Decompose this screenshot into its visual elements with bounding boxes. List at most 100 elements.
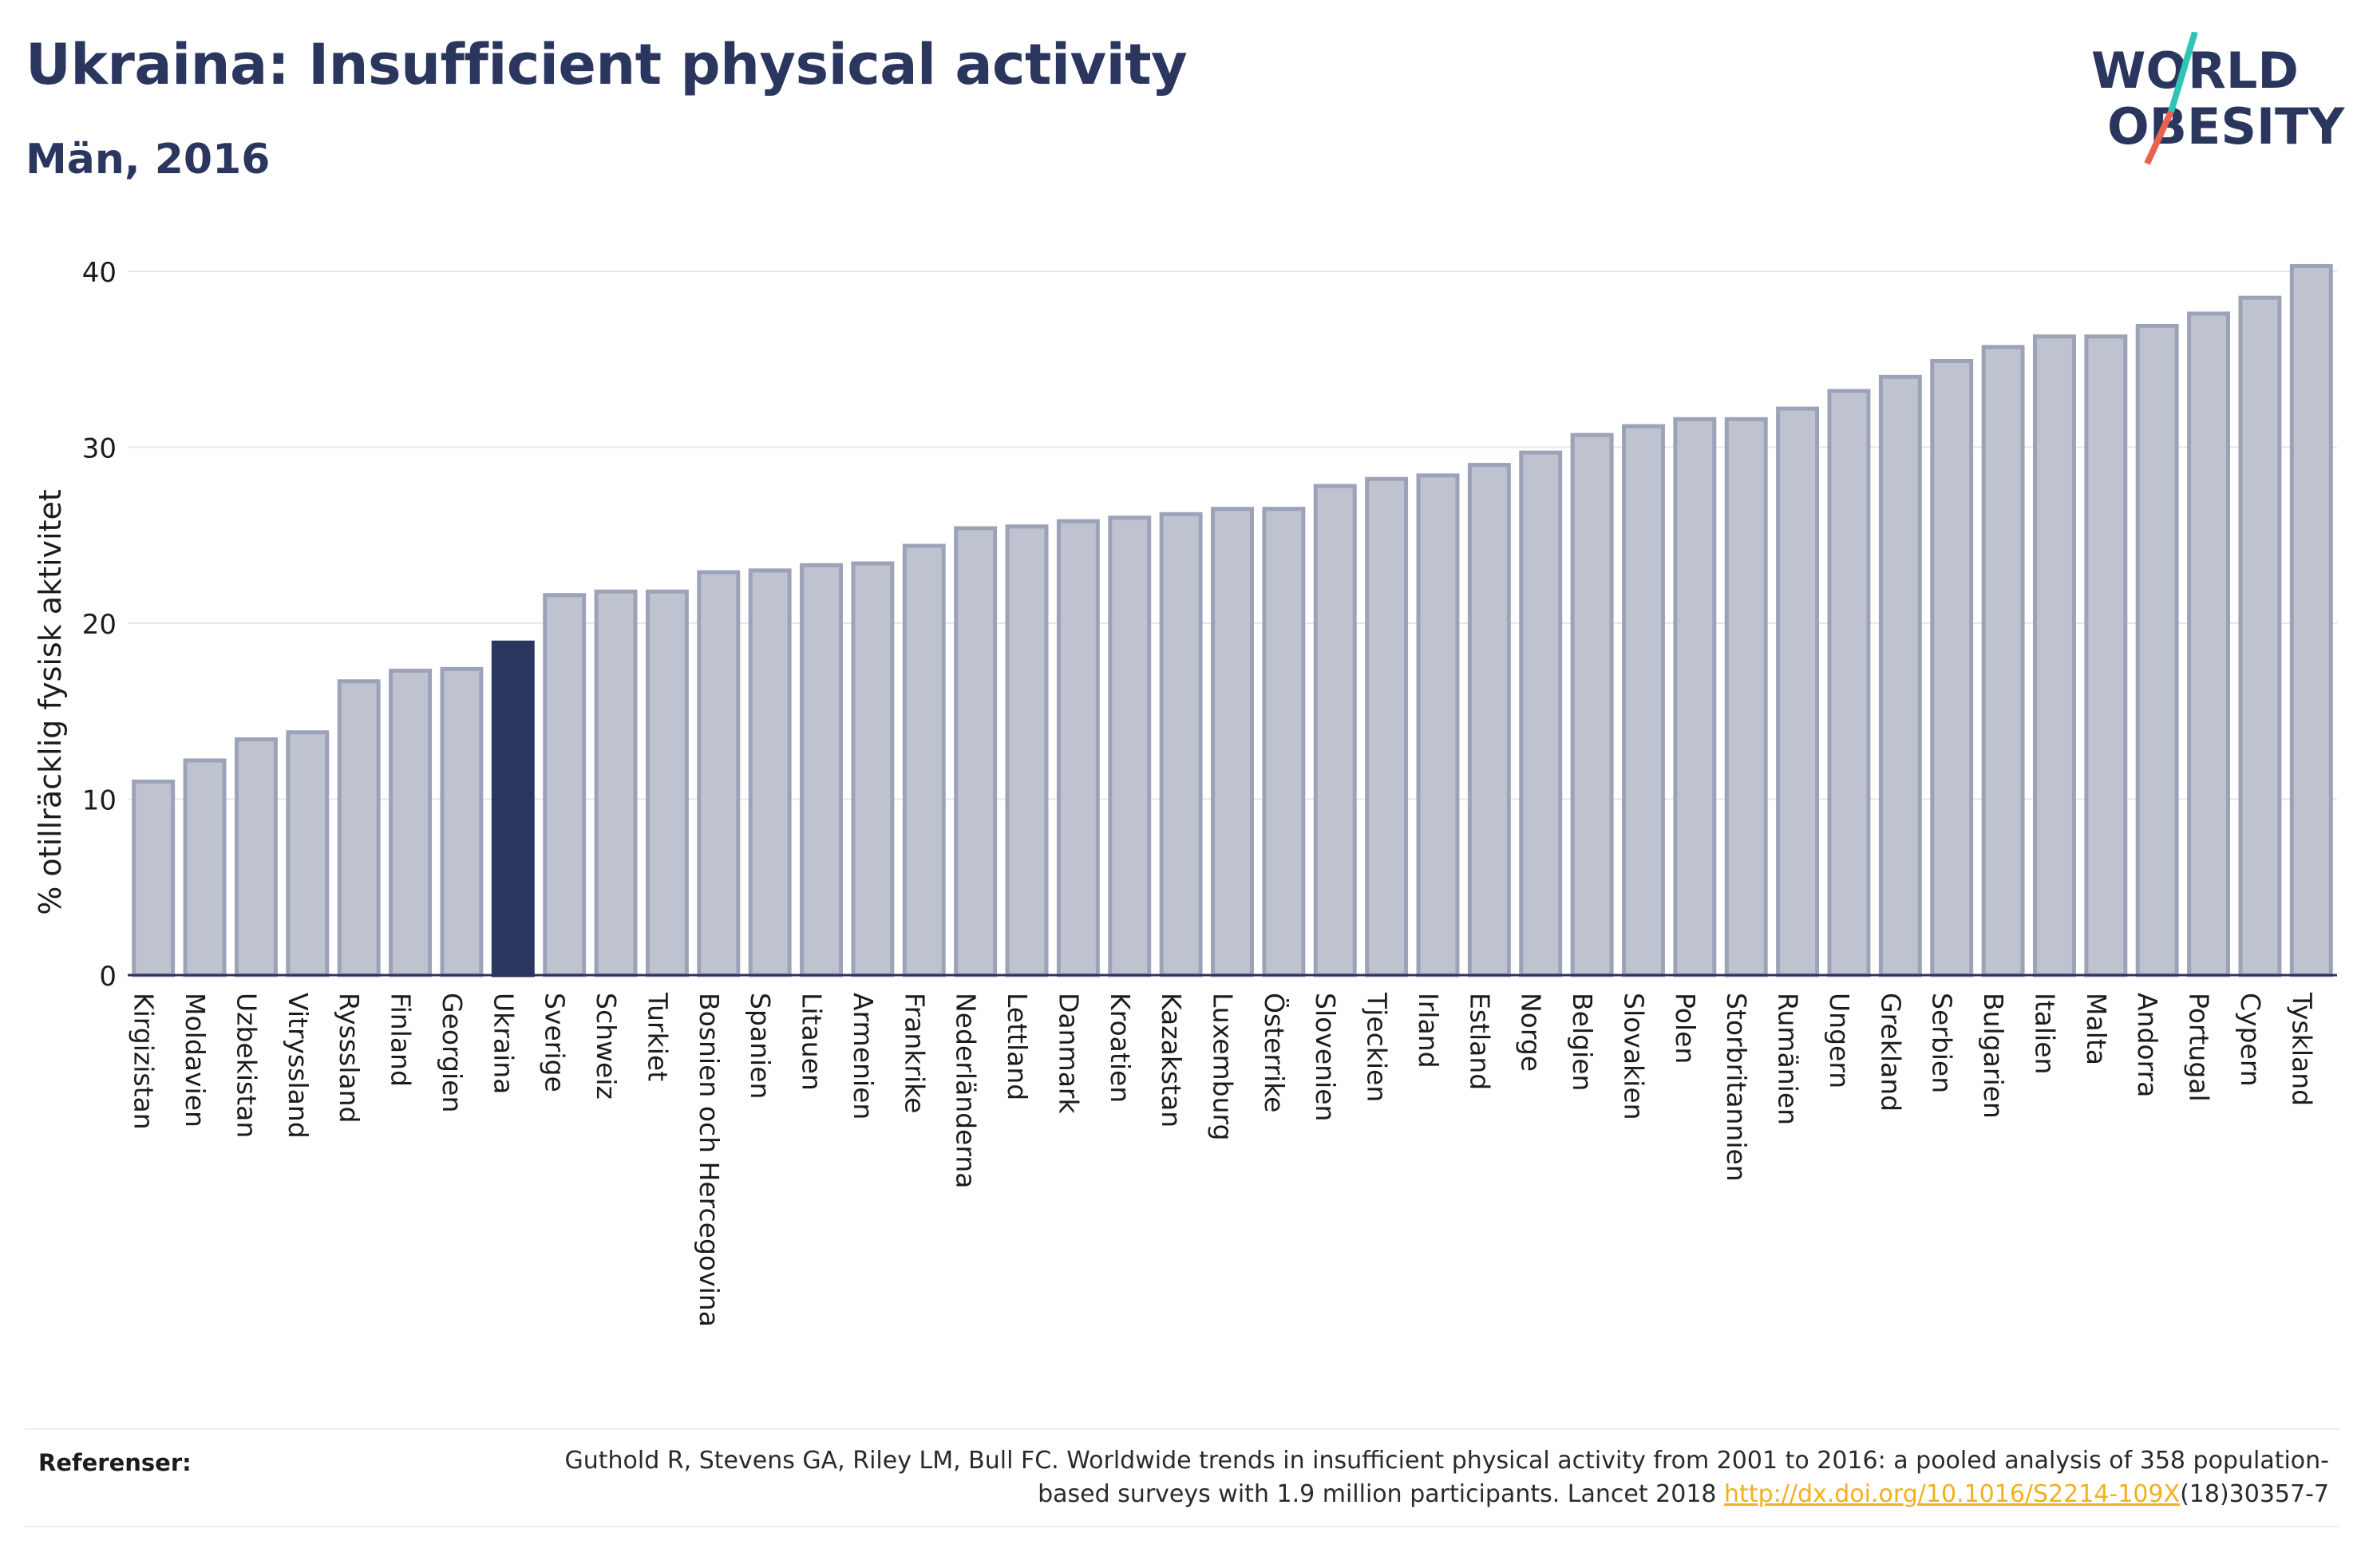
logo-word-obesity: OBESITY (2107, 97, 2345, 156)
bar-finland (389, 669, 433, 978)
bar-luxemburg (1211, 507, 1254, 978)
logo-word-world: WORLD (2091, 41, 2299, 100)
bar-georgien (440, 666, 484, 978)
x-tick-label: Rumänien (1773, 993, 1804, 1125)
x-tick-label: Malta (2081, 993, 2112, 1065)
x-tick-label: Tjeckien (1362, 992, 1393, 1102)
logo-slash-upper (2168, 32, 2198, 113)
bar-vitryssland (286, 730, 330, 978)
x-tick-label: Uzbekistan (231, 993, 262, 1138)
x-tick-label: Serbien (1927, 993, 1958, 1093)
bar-bulgarien (1981, 345, 2025, 978)
y-tick-label: 30 (82, 433, 117, 465)
x-tick-label: Armenien (848, 993, 879, 1120)
bar-storbritannien (1724, 417, 1768, 978)
bar-danmark (1056, 519, 1100, 978)
bar-polen (1673, 417, 1717, 978)
bar-chart: 0 10 20 30 40 Kirgizistan Moldavien Uzbekistan V… (33, 257, 2337, 1327)
x-tick-label: Moldavien (180, 993, 211, 1128)
footer-divider-top (26, 1428, 2340, 1430)
bar-rysssland (337, 679, 381, 978)
bar-norge (1519, 450, 1563, 978)
bar-sverige (543, 593, 587, 978)
x-tick-label: Cypern (2235, 993, 2266, 1087)
y-tick-label: 20 (82, 609, 117, 641)
bar-lettland (1005, 524, 1049, 978)
x-tick-label: Grekland (1875, 993, 1906, 1112)
x-tick-label: Turkiet (642, 992, 673, 1081)
x-tick-label: Finland (386, 993, 417, 1087)
bar-malta (2084, 334, 2128, 978)
bar-spanien (748, 568, 792, 978)
x-tick-label: Frankrike (899, 993, 930, 1113)
x-tick-label: Kazakstan (1156, 993, 1187, 1128)
x-tick-label: Österrike (1259, 993, 1291, 1112)
reference-doi-link[interactable]: http://dx.doi.org/10.1016/S2214-109X (1724, 1480, 2181, 1508)
bar-uzbekistan (234, 737, 278, 978)
bar-layer (132, 263, 2333, 978)
bar-cypern (2238, 295, 2282, 978)
x-tick-label: Slovakien (1618, 993, 1649, 1120)
x-tick-label: Kroatien (1105, 993, 1136, 1103)
x-tick-label: Ungern (1824, 993, 1855, 1088)
x-tick-label: Nederländerna (951, 993, 982, 1189)
axis-layer: 0 10 20 30 40 Kirgizistan Moldavien Uzbekistan V… (82, 257, 2337, 1327)
x-tick-label: Rysssland (334, 993, 365, 1124)
x-tick-label: Norge (1516, 993, 1547, 1072)
bar-portugal (2187, 311, 2231, 978)
x-tick-label: Tyskland (2286, 992, 2317, 1106)
references-text: Guthold R, Stevens GA, Riley LM, Bull FC… (493, 1444, 2329, 1511)
bar-bosnien-och-hercegovina (697, 570, 741, 978)
bar-kroatien (1108, 515, 1152, 978)
bar-slovenien (1313, 484, 1357, 978)
x-tick-label: Georgien (437, 993, 468, 1112)
x-tick-label: Storbritannien (1721, 993, 1752, 1182)
bar-nederländerna (954, 526, 998, 978)
x-tick-label: Spanien (745, 993, 776, 1099)
x-tick-label: Ukraina (488, 993, 519, 1094)
x-tick-label: Lettland (1002, 993, 1033, 1100)
bar-armenien (851, 561, 895, 978)
bar-kirgizistan (132, 779, 176, 978)
bar-frankrike (902, 543, 946, 978)
bar-serbien (1930, 358, 1974, 978)
bar-kazakstan (1159, 511, 1203, 978)
reference-citation: Guthold R, Stevens GA, Riley LM, Bull FC… (564, 1447, 2329, 1508)
footer-divider-bottom (26, 1526, 2340, 1527)
bar-schweiz (594, 589, 638, 978)
x-tick-label: Vitryssland (283, 993, 314, 1139)
x-tick-label: Portugal (2184, 993, 2215, 1102)
x-tick-label: Polen (1670, 993, 1701, 1064)
x-tick-label: Danmark (1053, 993, 1084, 1114)
bar-rumänien (1776, 406, 1820, 978)
chart-title: Ukraina: Insufficient physical activity (26, 32, 1188, 97)
bar-moldavien (183, 758, 227, 978)
bar-turkiet (645, 589, 689, 978)
reference-citation-end: (18)30357-7 (2180, 1480, 2329, 1508)
bar-österrike (1262, 507, 1306, 978)
bar-ukraina (491, 640, 535, 978)
y-tick-label: 0 (99, 961, 117, 993)
bar-italien (2032, 334, 2076, 978)
x-tick-label: Italien (2029, 993, 2060, 1074)
x-tick-label: Slovenien (1310, 993, 1341, 1121)
bar-irland (1416, 473, 1460, 978)
y-tick-label: 10 (82, 785, 117, 817)
x-tick-label: Estland (1464, 993, 1495, 1090)
bar-ungern (1827, 389, 1871, 978)
bar-slovakien (1622, 424, 1665, 978)
bar-estland (1467, 463, 1511, 978)
x-tick-label: Irland (1413, 993, 1444, 1068)
x-tick-label: Sverige (540, 993, 571, 1092)
references-label: Referenser: (38, 1449, 192, 1476)
chart-subtitle: Män, 2016 (26, 136, 271, 184)
x-tick-label: Schweiz (591, 993, 622, 1100)
bar-tjeckien (1365, 476, 1409, 978)
x-tick-label: Andorra (2132, 993, 2163, 1097)
x-tick-label: Bosnien och Hercegovina (694, 993, 725, 1327)
x-tick-label: Luxemburg (1208, 993, 1239, 1140)
x-tick-label: Litauen (797, 993, 828, 1091)
y-tick-label: 40 (82, 257, 117, 289)
y-axis-label: % otillräcklig fysisk aktivitet (33, 489, 68, 915)
x-tick-label: Belgien (1567, 993, 1598, 1091)
